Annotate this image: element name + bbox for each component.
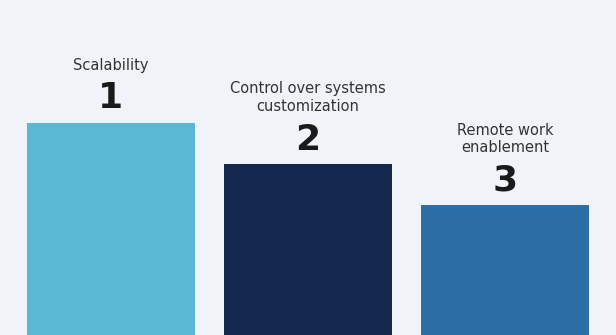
Text: 3: 3 xyxy=(493,164,517,198)
Text: Scalability: Scalability xyxy=(73,58,148,73)
Text: 1: 1 xyxy=(99,81,123,115)
Bar xyxy=(224,164,392,335)
Text: Control over systems
customization: Control over systems customization xyxy=(230,81,386,114)
Text: 2: 2 xyxy=(296,123,320,157)
Bar xyxy=(421,205,589,335)
Bar xyxy=(27,123,195,335)
Text: Remote work
enablement: Remote work enablement xyxy=(457,123,553,155)
